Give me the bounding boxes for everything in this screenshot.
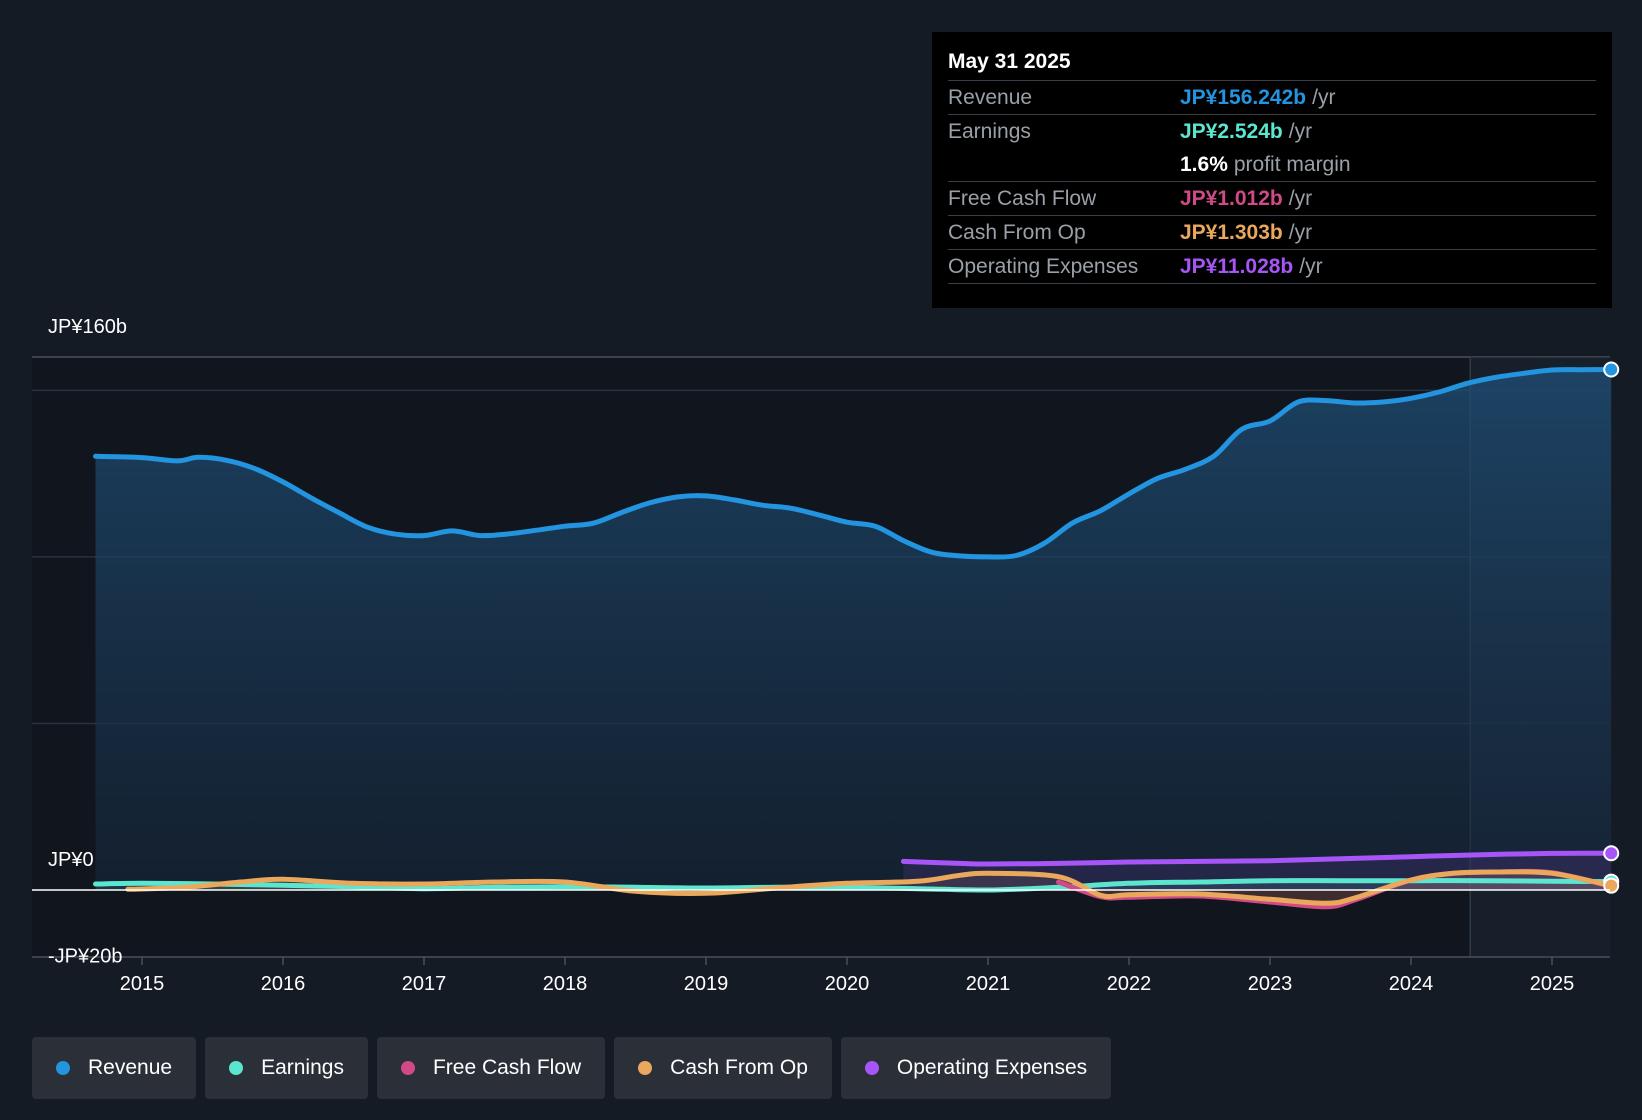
tooltip-label: Free Cash Flow [948, 187, 1097, 210]
line-earnings [93, 878, 1614, 893]
legend-label: Revenue [88, 1056, 173, 1079]
tooltip-row-free-cash-flow: Free Cash Flow JP¥1.012b /yr [948, 182, 1596, 216]
tooltip-unit: /yr [1288, 120, 1313, 143]
tooltip-label: Cash From Op [948, 221, 1086, 244]
line-revenue [93, 367, 1614, 560]
tooltip-value: JP¥11.028b [1180, 255, 1294, 278]
tooltip-unit: /yr [1312, 86, 1336, 109]
legend-item-operating-expenses[interactable]: Operating Expenses [840, 1037, 1112, 1099]
x-tick-label: 2018 [543, 973, 588, 995]
legend: Revenue Earnings Free Cash Flow Cash Fro… [32, 1037, 1120, 1099]
end-marker-operating-expenses [1603, 845, 1620, 862]
tooltip-value: JP¥2.524b [1180, 120, 1283, 143]
y-axis-labels: JP¥160b JP¥0 -JP¥20b [48, 316, 127, 968]
tooltip-label: Revenue [948, 86, 1033, 109]
tooltip-row-profit-margin: 1.6% profit margin [948, 148, 1596, 182]
x-tick-label: 2024 [1389, 973, 1434, 995]
tooltip-label: Earnings [948, 120, 1031, 143]
tooltip-row-cash-from-op: Cash From Op JP¥1.303b /yr [948, 216, 1596, 250]
tooltip-label: Operating Expenses [948, 255, 1139, 278]
x-tick-label: 2020 [825, 973, 870, 995]
x-tick-label: 2019 [684, 973, 729, 995]
tooltip-value: JP¥1.012b [1180, 187, 1283, 210]
legend-dot-icon [400, 1061, 415, 1075]
legend-item-free-cash-flow[interactable]: Free Cash Flow [376, 1037, 606, 1099]
y-axis-label: JP¥160b [48, 316, 127, 338]
tooltip-row-earnings: Earnings JP¥2.524b /yr [948, 115, 1596, 148]
tooltip-date: May 31 2025 [948, 46, 1596, 81]
y-axis-label: JP¥0 [48, 849, 94, 871]
x-tick-label: 2016 [261, 973, 306, 995]
tooltip-row-operating-expenses: Operating Expenses JP¥11.028b /yr [948, 250, 1596, 284]
legend-dot-icon [638, 1061, 653, 1075]
line-operating-expenses [900, 850, 1614, 867]
tooltip-unit: /yr [1288, 187, 1313, 210]
tooltip-unit: /yr [1288, 221, 1313, 244]
end-marker-cash-from-op [1603, 877, 1620, 894]
end-marker-revenue [1603, 361, 1620, 378]
legend-label: Free Cash Flow [432, 1056, 582, 1079]
legend-item-earnings[interactable]: Earnings [205, 1037, 368, 1099]
tooltip-row-revenue: Revenue JP¥156.242b /yr [948, 81, 1596, 115]
y-axis-label: -JP¥20b [48, 946, 123, 968]
legend-label: Cash From Op [670, 1056, 808, 1079]
x-tick-label: 2022 [1107, 973, 1152, 995]
tooltip-value: 1.6% [1180, 153, 1228, 176]
end-markers [32, 361, 1620, 894]
tooltip-panel: May 31 2025 Revenue JP¥156.242b /yr Earn… [932, 32, 1612, 308]
x-tick-label: 2017 [402, 973, 447, 995]
tooltip-unit: /yr [1299, 255, 1323, 278]
x-tick-label: 2021 [966, 973, 1011, 995]
x-tick-label: 2025 [1530, 973, 1575, 995]
area-revenue [95, 369, 1612, 890]
tooltip-label [948, 148, 1180, 181]
legend-label: Operating Expenses [896, 1056, 1088, 1079]
tooltip-unit: profit margin [1233, 153, 1351, 176]
legend-item-revenue[interactable]: Revenue [32, 1037, 197, 1099]
x-tick-label: 2015 [120, 973, 165, 995]
x-tick-label: 2023 [1248, 973, 1293, 995]
legend-item-cash-from-op[interactable]: Cash From Op [614, 1037, 832, 1099]
legend-dot-icon [229, 1061, 244, 1075]
legend-dot-icon [56, 1061, 70, 1075]
legend-dot-icon [864, 1061, 879, 1075]
x-axis-ticks: 2015 2016 2017 2018 2019 2020 2021 2022 2023 2024… [120, 957, 1575, 995]
tooltip-value: JP¥1.303b [1180, 221, 1283, 244]
legend-label: Earnings [261, 1056, 344, 1079]
tooltip-value: JP¥156.242b [1180, 86, 1307, 109]
